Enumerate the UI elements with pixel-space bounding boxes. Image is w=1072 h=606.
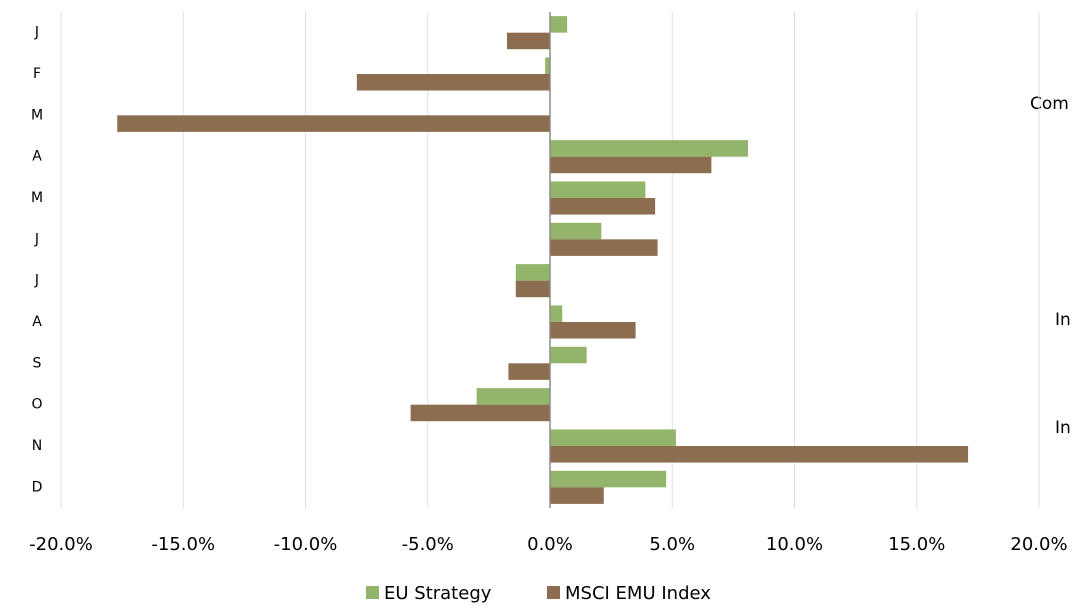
bar (550, 346, 587, 364)
x-tick-label: 10.0% (766, 534, 823, 555)
y-tick-label: A (32, 149, 42, 165)
bar (550, 181, 646, 198)
bar (545, 57, 550, 74)
bar (506, 32, 550, 50)
legend-label: MSCI EMU Index (565, 583, 711, 604)
bar (550, 198, 656, 215)
bar (550, 487, 604, 504)
y-tick-label: O (31, 397, 42, 413)
bar (550, 140, 749, 157)
annotation: In (1055, 418, 1071, 438)
legend-swatch (547, 586, 560, 599)
y-tick-label: J (34, 273, 39, 289)
x-tick-label: 20.0% (1010, 534, 1067, 555)
annotation: In (1055, 310, 1071, 330)
y-tick-label: N (32, 438, 42, 454)
bar (117, 115, 551, 132)
y-tick-label: F (33, 66, 41, 82)
y-tick-label: M (31, 190, 43, 206)
x-tick-label: -10.0% (274, 534, 338, 555)
annotation: Com (1030, 94, 1069, 114)
bar (508, 363, 550, 380)
bar (356, 74, 550, 91)
bar (550, 16, 568, 33)
bar (550, 322, 636, 339)
bar (550, 305, 563, 322)
bar (550, 239, 658, 256)
x-tick-label: 0.0% (527, 534, 573, 555)
bar (550, 156, 712, 174)
bar (515, 280, 550, 298)
x-tick-label: -5.0% (402, 534, 454, 555)
y-tick-label: A (32, 314, 42, 330)
legend-label: EU Strategy (384, 583, 492, 604)
bar (550, 429, 676, 446)
y-tick-label: J (34, 231, 39, 247)
y-tick-label: D (32, 479, 43, 495)
bar (515, 264, 550, 281)
bar (410, 404, 550, 422)
x-tick-label: 5.0% (649, 534, 695, 555)
bar (476, 388, 550, 405)
bar (550, 470, 667, 488)
y-tick-label: J (34, 25, 39, 41)
x-tick-label: -20.0% (29, 534, 93, 555)
bar (550, 222, 602, 240)
bar (550, 446, 969, 463)
legend-swatch (366, 586, 379, 599)
x-tick-label: -15.0% (151, 534, 215, 555)
y-tick-label: S (33, 355, 42, 371)
x-tick-label: 15.0% (888, 534, 945, 555)
y-tick-label: M (31, 107, 43, 123)
